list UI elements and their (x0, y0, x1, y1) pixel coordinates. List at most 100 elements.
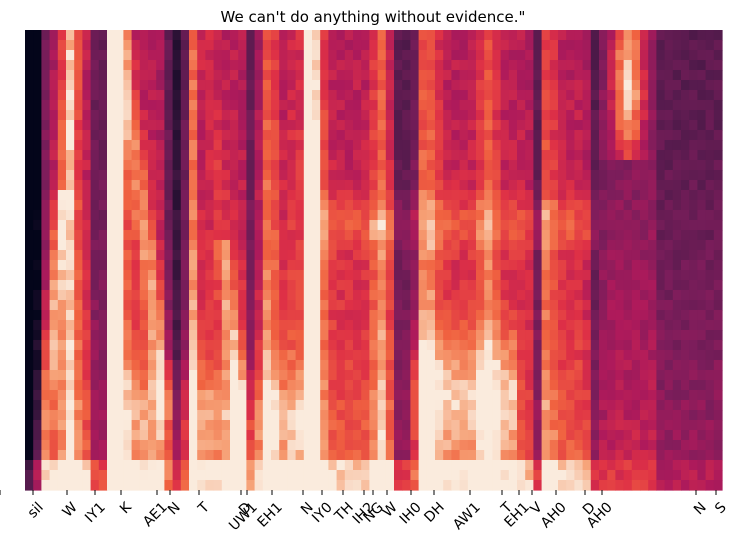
heatmap-cell (131, 380, 141, 391)
heatmap-cell (459, 340, 469, 351)
heatmap-cell (385, 380, 395, 391)
heatmap-cell (435, 140, 444, 151)
heatmap-cell (49, 110, 59, 121)
heatmap-cell (525, 170, 534, 181)
heatmap-cell (328, 160, 338, 171)
heatmap-cell (41, 250, 51, 261)
heatmap-cell (303, 70, 313, 81)
heatmap-cell (254, 480, 264, 491)
heatmap-cell (238, 170, 247, 181)
heatmap-cell (205, 380, 215, 391)
heatmap-cell (74, 360, 83, 371)
heatmap-cell (590, 180, 600, 191)
heatmap-cell (230, 460, 239, 471)
heatmap-cell (640, 230, 649, 241)
heatmap-cell (246, 40, 256, 51)
heatmap-cell (410, 190, 420, 201)
heatmap-cell (57, 220, 67, 231)
heatmap-cell (66, 230, 75, 241)
heatmap-cell (180, 220, 190, 231)
heatmap-cell (410, 260, 420, 271)
heatmap-cell (164, 130, 174, 141)
heatmap-cell (115, 180, 124, 191)
heatmap-cell (607, 310, 616, 321)
heatmap-cell (98, 290, 108, 301)
heatmap-cell (500, 330, 510, 341)
heatmap-cell (90, 390, 100, 401)
heatmap-cell (131, 250, 141, 261)
heatmap-cell (312, 410, 321, 421)
heatmap-cell (287, 200, 297, 211)
heatmap-cell (148, 210, 157, 221)
heatmap-cell (353, 310, 362, 321)
heatmap-cell (328, 480, 338, 491)
heatmap-cell (74, 250, 83, 261)
heatmap-cell (156, 320, 165, 331)
heatmap-cell (648, 300, 657, 311)
heatmap-cell (607, 180, 616, 191)
heatmap-cell (197, 400, 206, 411)
heatmap-cell (385, 300, 395, 311)
heatmap-cell (98, 210, 108, 221)
heatmap-cell (361, 50, 370, 61)
heatmap-cell (607, 320, 616, 331)
heatmap-cell (476, 430, 485, 441)
heatmap-cell (361, 340, 370, 351)
heatmap-cell (205, 140, 215, 151)
heatmap-cell (123, 130, 133, 141)
heatmap-cell (312, 380, 321, 391)
heatmap-cell (271, 460, 280, 471)
heatmap-cell (541, 270, 551, 281)
heatmap-cell (336, 380, 346, 391)
heatmap-cell (197, 380, 206, 391)
heatmap-cell (344, 170, 354, 181)
heatmap-cell (287, 310, 297, 321)
heatmap-cell (49, 290, 59, 301)
heatmap-cell (467, 120, 477, 131)
heatmap-cell (107, 170, 116, 181)
heatmap-cell (82, 480, 92, 491)
heatmap-cell (640, 140, 649, 151)
heatmap-cell (426, 140, 436, 151)
heatmap-cell (115, 390, 124, 401)
heatmap-cell (558, 360, 567, 371)
heatmap-cell (180, 460, 190, 471)
heatmap-cell (25, 460, 34, 471)
heatmap-cell (25, 170, 34, 181)
heatmap-cell (164, 190, 174, 201)
heatmap-cell (394, 190, 403, 201)
heatmap-cell (525, 180, 534, 191)
heatmap-cell (49, 460, 59, 471)
heatmap-cell (197, 290, 206, 301)
heatmap-cell (713, 110, 723, 121)
heatmap-cell (213, 210, 223, 221)
heatmap-cell (148, 220, 157, 231)
heatmap-cell (148, 300, 157, 311)
heatmap-cell (582, 100, 592, 111)
heatmap-cell (49, 30, 59, 41)
heatmap-cell (385, 440, 395, 451)
heatmap-cell (525, 240, 534, 251)
heatmap-cell (631, 190, 641, 201)
heatmap-cell (443, 240, 452, 251)
heatmap-cell (189, 450, 198, 461)
heatmap-cell (148, 410, 157, 421)
heatmap-cell (123, 320, 133, 331)
heatmap-cell (713, 190, 723, 201)
heatmap-cell (82, 400, 92, 411)
heatmap-cell (221, 480, 231, 491)
heatmap-cell (262, 350, 272, 361)
heatmap-cell (246, 300, 256, 311)
heatmap-cell (33, 200, 42, 211)
heatmap-cell (574, 460, 584, 471)
heatmap-cell (533, 400, 543, 411)
heatmap-cell (66, 410, 75, 421)
heatmap-cell (697, 450, 707, 461)
heatmap-cell (262, 180, 272, 191)
heatmap-cell (681, 250, 690, 261)
heatmap-cell (49, 60, 59, 71)
heatmap-cell (459, 480, 469, 491)
heatmap-cell (574, 80, 584, 91)
heatmap-cell (66, 50, 75, 61)
heatmap-cell (574, 390, 584, 401)
